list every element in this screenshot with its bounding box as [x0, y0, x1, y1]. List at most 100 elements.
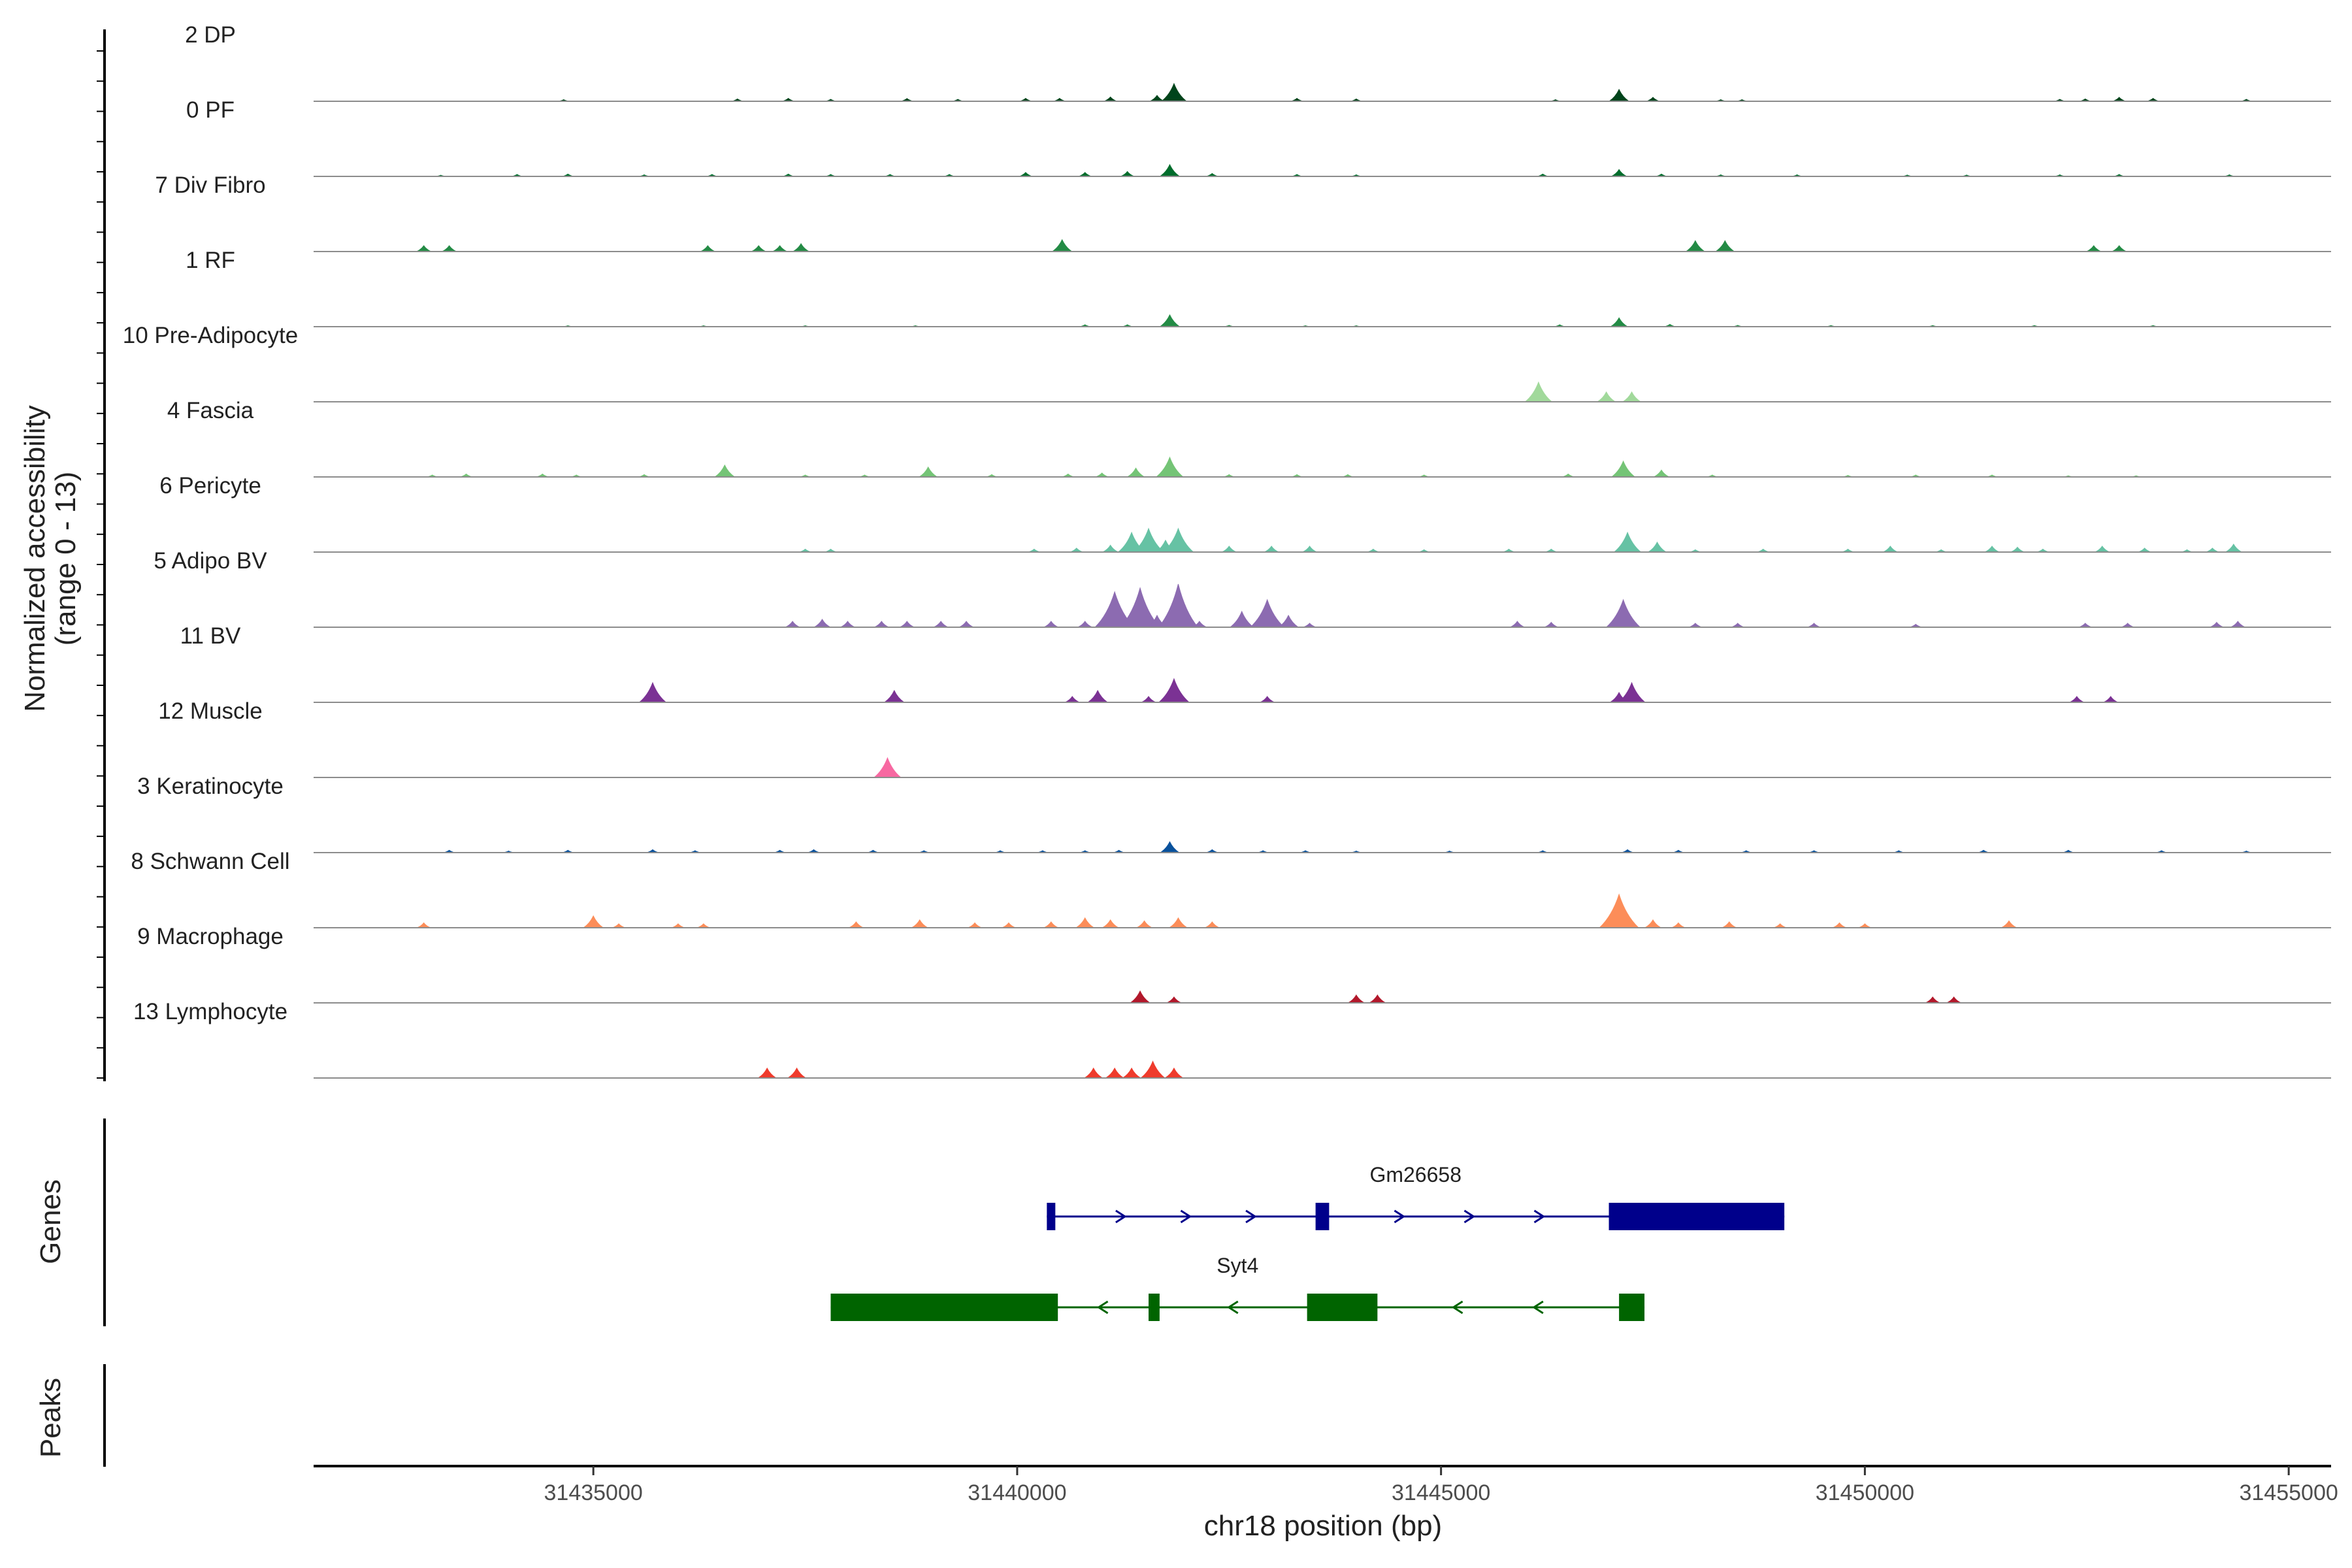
coverage-peak [1102, 919, 1119, 928]
coverage-peak [1083, 1067, 1104, 1079]
coverage-peak [1104, 1067, 1125, 1079]
coverage-peak [1832, 922, 1847, 928]
coverage-peak [1369, 994, 1386, 1004]
coverage-peak [1086, 689, 1109, 703]
track-0-pf: 0 PF [186, 97, 2331, 177]
coverage-peak [813, 618, 831, 628]
gene-strand-arrow [1451, 1300, 1463, 1315]
gene-exon [830, 1294, 1058, 1321]
coverage-peak [785, 621, 800, 628]
coverage-peak [1075, 917, 1096, 928]
coverage-peak [918, 466, 939, 478]
coverage-peak [1158, 163, 1181, 177]
track-label: 12 Muscle [158, 698, 263, 724]
peaks-panel-label: Peaks [35, 1378, 67, 1458]
coverage-peak [2112, 245, 2127, 252]
track-label: 4 Fascia [167, 398, 254, 423]
coverage-peak [1160, 82, 1188, 102]
coverage-peak [1654, 469, 1669, 478]
track-9-macrophage: 9 Macrophage [137, 924, 2331, 1004]
gene-exon [1315, 1203, 1330, 1230]
coverage-peak [713, 464, 736, 478]
coverage-peak [1605, 598, 1641, 628]
coverage-peak [840, 621, 855, 628]
coverage-peak [1684, 240, 1707, 252]
track-label: 3 Keratinocyte [137, 774, 284, 799]
coverage-peak [968, 922, 982, 928]
gene-exon [1149, 1294, 1160, 1321]
track-label: 7 Div Fibro [155, 172, 265, 198]
coverage-peak [1622, 391, 1642, 402]
gene-exon [1609, 1203, 1785, 1230]
coverage-peak [1168, 917, 1188, 928]
x-tick-label: 31445000 [1392, 1480, 1490, 1505]
coverage-peak [2103, 696, 2118, 703]
coverage-peak [751, 245, 766, 252]
coverage-peak [1249, 598, 1285, 628]
coverage-peak [1002, 922, 1016, 928]
coverage-peak [1126, 467, 1146, 478]
coverage-peak [1260, 696, 1275, 703]
coverage-peak [700, 245, 715, 252]
x-tick-label: 31435000 [544, 1480, 643, 1505]
coverage-peak [1043, 621, 1059, 628]
track-label: 9 Macrophage [137, 924, 284, 949]
coverage-peak [1166, 996, 1182, 1004]
track-5-adipo-bv: 5 Adipo BV [154, 548, 2331, 628]
coverage-peak [1164, 1067, 1184, 1079]
gene-name-label: Syt4 [1217, 1254, 1258, 1277]
coverage-peak [1162, 527, 1194, 553]
coverage-peak [2210, 621, 2224, 628]
track-label: 10 Pre-Adipocyte [123, 323, 298, 348]
gene-strand-arrow [1532, 1300, 1544, 1315]
x-axis-title: chr18 position (bp) [1204, 1510, 1442, 1542]
coverage-peak [1158, 314, 1181, 327]
track-label: 13 Lymphocyte [133, 999, 287, 1024]
track-3-keratinocyte: 3 Keratinocyte [137, 774, 2331, 853]
coverage-peak [849, 921, 864, 928]
coverage-peak [416, 245, 431, 252]
coverage-peak [1129, 990, 1151, 1004]
track-4-fascia: 4 Fascia [167, 398, 2331, 478]
track-label: 2 DP [185, 22, 236, 48]
track-label: 6 Pericyte [159, 473, 261, 498]
gene-exon [1307, 1294, 1378, 1321]
x-tick-label: 31440000 [968, 1480, 1066, 1505]
gene-strand-arrow [1180, 1209, 1192, 1224]
coverage-peak [1264, 546, 1279, 553]
coverage-peak [911, 919, 928, 928]
coverage-peak [933, 621, 949, 628]
coverage-peak [1348, 994, 1365, 1004]
coverage-peak [1722, 921, 1737, 928]
coverage-peak [1925, 996, 1940, 1004]
track-2-dp: 2 DP [185, 22, 2331, 102]
gene-syt4: Syt4 [830, 1254, 1645, 1321]
coverage-peak [2010, 546, 2025, 553]
coverage-peak [2230, 621, 2246, 628]
x-tick-label: 31455000 [2239, 1480, 2338, 1505]
gene-exon [1619, 1294, 1645, 1321]
track-label: 1 RF [186, 248, 235, 273]
track-13-lymphocyte: 13 Lymphocyte [133, 999, 2331, 1079]
coverage-peak [417, 922, 431, 928]
gene-strand-arrow [1115, 1209, 1127, 1224]
gene-annotations: Gm26658 Syt4 [830, 1163, 1785, 1321]
coverage-peak [1544, 621, 1558, 628]
coverage-peak [1524, 381, 1553, 402]
coverage-peak [1132, 527, 1165, 553]
coverage-peak [1946, 996, 1961, 1004]
coverage-peak [1671, 922, 1686, 928]
coverage-peak [1136, 920, 1152, 928]
coverage-peak [1644, 919, 1661, 928]
gene-strand-arrow [1226, 1300, 1239, 1315]
coverage-peak [2069, 696, 2085, 703]
coverage-peak [1155, 456, 1184, 478]
coverage-peak [1984, 546, 2000, 553]
coverage-peak [1610, 460, 1636, 478]
coverage-peak [1077, 621, 1092, 628]
y-axis-title: Normalized accessibility (range 0 - 13) [19, 405, 82, 711]
y-axis-title-line1: Normalized accessibility [19, 405, 51, 711]
gene-strand-arrow [1245, 1209, 1257, 1224]
coverage-peak [582, 915, 604, 928]
